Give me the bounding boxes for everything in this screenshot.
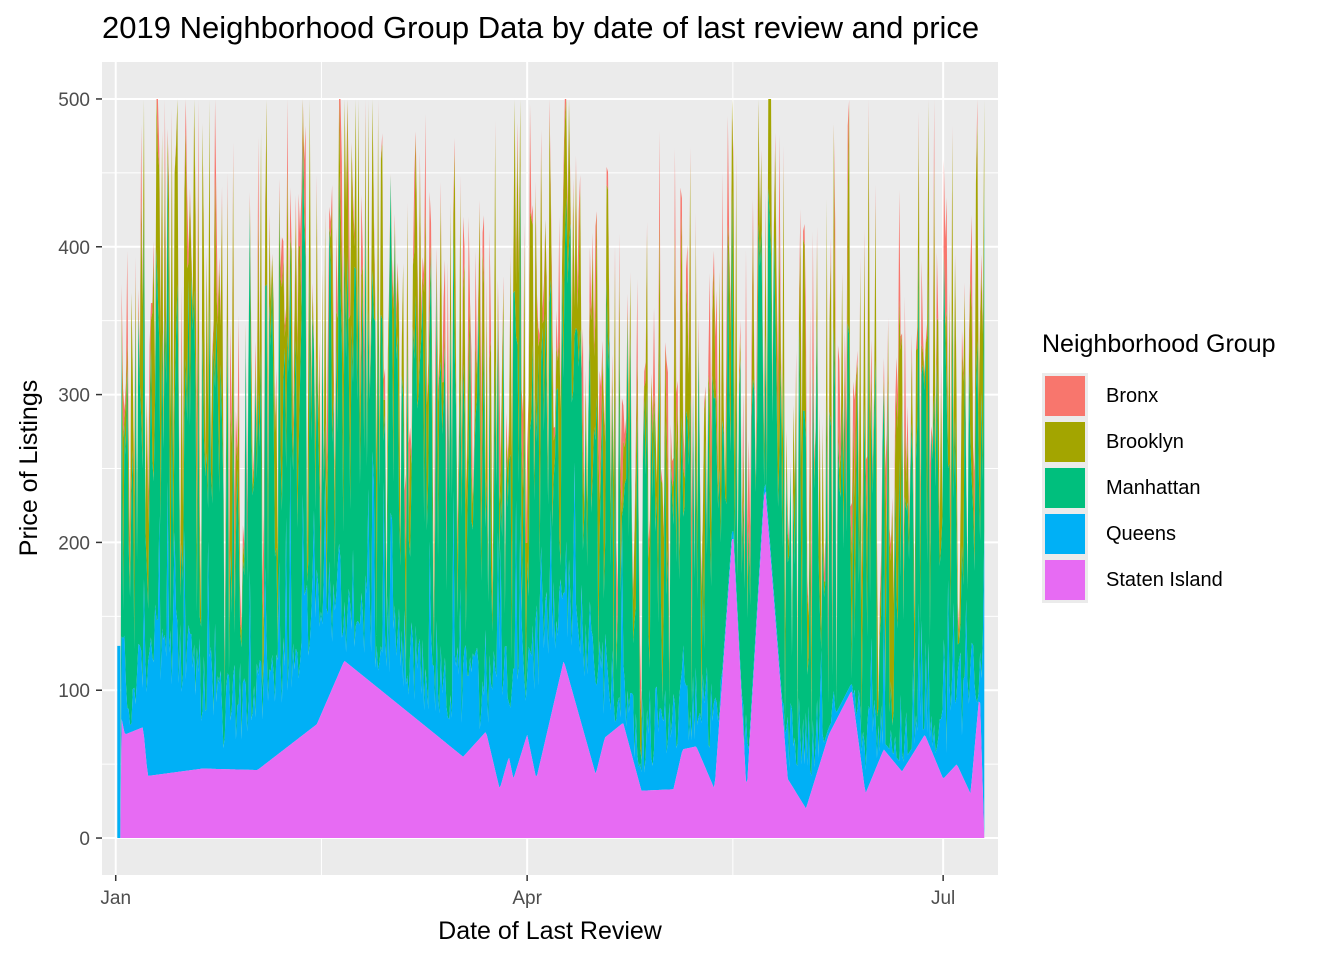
legend-swatch — [1045, 514, 1085, 554]
y-tick-label: 500 — [58, 90, 90, 111]
x-tick-label: Jul — [931, 888, 955, 909]
legend-swatch — [1045, 422, 1085, 462]
legend-key — [1042, 373, 1088, 419]
legend-key — [1042, 419, 1088, 465]
area-queens-start-sliver — [117, 645, 121, 839]
area-brooklyn — [120, 98, 985, 839]
legend-key — [1042, 465, 1088, 511]
chart-title: 2019 Neighborhood Group Data by date of … — [102, 10, 980, 45]
y-tick-label: 0 — [79, 829, 90, 850]
area-manhattan — [120, 143, 985, 839]
legend-label: Queens — [1106, 522, 1177, 545]
y-tick-label: 100 — [58, 681, 90, 702]
legend-label: Manhattan — [1106, 476, 1201, 499]
legend-item: Manhattan — [1042, 465, 1276, 511]
legend-swatch — [1045, 376, 1085, 416]
legend-label: Staten Island — [1106, 568, 1223, 591]
legend-label: Brooklyn — [1106, 430, 1184, 453]
x-tick-label: Jan — [100, 888, 131, 909]
legend-title: Neighborhood Group — [1042, 330, 1276, 358]
legend-swatch — [1045, 468, 1085, 508]
area-bronx — [120, 98, 985, 839]
legend-key — [1042, 511, 1088, 557]
x-tick-label: Apr — [512, 888, 542, 909]
legend-items: Bronx Brooklyn Manhattan Queens Staten Islan… — [1042, 373, 1276, 603]
y-tick-label: 400 — [58, 238, 90, 259]
y-tick-label: 300 — [58, 386, 90, 407]
y-tick-label: 200 — [58, 533, 90, 554]
legend-item: Staten Island — [1042, 557, 1276, 603]
y-axis-title: Price of Listings — [15, 380, 43, 556]
stacked-areas — [117, 98, 985, 839]
axes: 0 100 200 300 400 500 Jan Apr Jul — [58, 90, 955, 909]
legend-key — [1042, 557, 1088, 603]
legend: Neighborhood Group Bronx Brooklyn Manhatta… — [1042, 330, 1276, 603]
area-staten-island — [120, 491, 985, 839]
legend-item: Brooklyn — [1042, 419, 1276, 465]
legend-item: Queens — [1042, 511, 1276, 557]
legend-item: Bronx — [1042, 373, 1276, 419]
area-queens — [120, 451, 985, 839]
x-axis-title: Date of Last Review — [438, 917, 663, 945]
legend-swatch — [1045, 560, 1085, 600]
legend-label: Bronx — [1106, 384, 1159, 407]
